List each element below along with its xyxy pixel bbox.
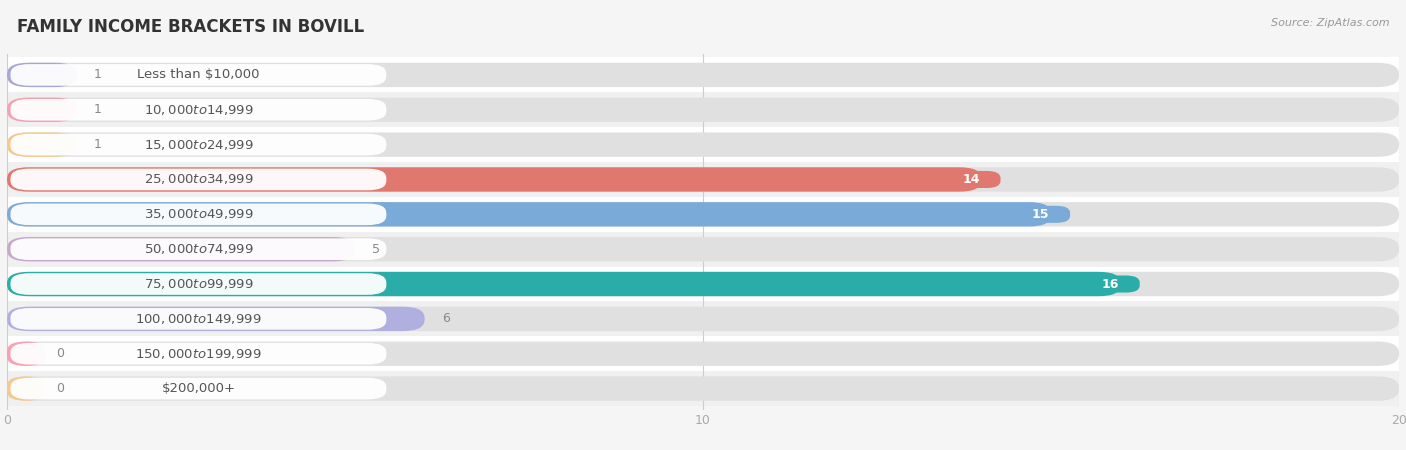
Text: $50,000 to $74,999: $50,000 to $74,999 xyxy=(143,242,253,256)
Text: 0: 0 xyxy=(56,382,63,395)
FancyBboxPatch shape xyxy=(10,64,387,86)
FancyBboxPatch shape xyxy=(10,273,387,295)
Text: 1: 1 xyxy=(94,103,101,116)
FancyBboxPatch shape xyxy=(7,266,1399,302)
FancyBboxPatch shape xyxy=(7,98,77,122)
FancyBboxPatch shape xyxy=(7,162,1399,197)
FancyBboxPatch shape xyxy=(7,197,1399,232)
FancyBboxPatch shape xyxy=(7,167,981,192)
Text: 14: 14 xyxy=(962,173,980,186)
FancyBboxPatch shape xyxy=(7,63,77,87)
Text: 0: 0 xyxy=(56,347,63,360)
FancyBboxPatch shape xyxy=(7,127,1399,162)
Text: $35,000 to $49,999: $35,000 to $49,999 xyxy=(143,207,253,221)
FancyBboxPatch shape xyxy=(7,272,1121,296)
Text: 6: 6 xyxy=(441,312,450,325)
FancyBboxPatch shape xyxy=(7,92,1399,127)
FancyBboxPatch shape xyxy=(7,132,1399,157)
FancyBboxPatch shape xyxy=(7,376,1399,401)
FancyBboxPatch shape xyxy=(7,58,1399,92)
FancyBboxPatch shape xyxy=(10,308,387,330)
FancyBboxPatch shape xyxy=(7,98,1399,122)
Text: 5: 5 xyxy=(373,243,381,256)
Text: $25,000 to $34,999: $25,000 to $34,999 xyxy=(143,172,253,186)
FancyBboxPatch shape xyxy=(7,237,1399,261)
Text: $200,000+: $200,000+ xyxy=(162,382,235,395)
FancyBboxPatch shape xyxy=(7,307,425,331)
FancyBboxPatch shape xyxy=(10,203,387,225)
Text: $150,000 to $199,999: $150,000 to $199,999 xyxy=(135,347,262,361)
Text: $10,000 to $14,999: $10,000 to $14,999 xyxy=(143,103,253,117)
FancyBboxPatch shape xyxy=(942,171,1001,188)
FancyBboxPatch shape xyxy=(10,99,387,121)
FancyBboxPatch shape xyxy=(7,302,1399,336)
Text: 1: 1 xyxy=(94,68,101,81)
FancyBboxPatch shape xyxy=(7,307,1399,331)
FancyBboxPatch shape xyxy=(7,202,1399,226)
Text: Source: ZipAtlas.com: Source: ZipAtlas.com xyxy=(1271,18,1389,28)
Text: 16: 16 xyxy=(1101,278,1119,291)
FancyBboxPatch shape xyxy=(10,343,387,364)
Text: FAMILY INCOME BRACKETS IN BOVILL: FAMILY INCOME BRACKETS IN BOVILL xyxy=(17,18,364,36)
FancyBboxPatch shape xyxy=(7,132,77,157)
FancyBboxPatch shape xyxy=(7,63,1399,87)
Text: Less than $10,000: Less than $10,000 xyxy=(138,68,260,81)
FancyBboxPatch shape xyxy=(10,169,387,190)
Text: 1: 1 xyxy=(94,138,101,151)
Text: $100,000 to $149,999: $100,000 to $149,999 xyxy=(135,312,262,326)
Text: $75,000 to $99,999: $75,000 to $99,999 xyxy=(143,277,253,291)
FancyBboxPatch shape xyxy=(10,134,387,155)
FancyBboxPatch shape xyxy=(7,376,45,401)
FancyBboxPatch shape xyxy=(7,232,1399,266)
FancyBboxPatch shape xyxy=(1011,206,1070,223)
FancyBboxPatch shape xyxy=(10,238,387,260)
FancyBboxPatch shape xyxy=(7,237,354,261)
FancyBboxPatch shape xyxy=(7,167,1399,192)
FancyBboxPatch shape xyxy=(7,202,1052,226)
FancyBboxPatch shape xyxy=(7,272,1399,296)
FancyBboxPatch shape xyxy=(1081,275,1140,292)
Text: 15: 15 xyxy=(1032,208,1049,221)
FancyBboxPatch shape xyxy=(7,336,1399,371)
FancyBboxPatch shape xyxy=(10,378,387,400)
Text: $15,000 to $24,999: $15,000 to $24,999 xyxy=(143,138,253,152)
FancyBboxPatch shape xyxy=(7,342,45,366)
FancyBboxPatch shape xyxy=(7,342,1399,366)
FancyBboxPatch shape xyxy=(7,371,1399,406)
